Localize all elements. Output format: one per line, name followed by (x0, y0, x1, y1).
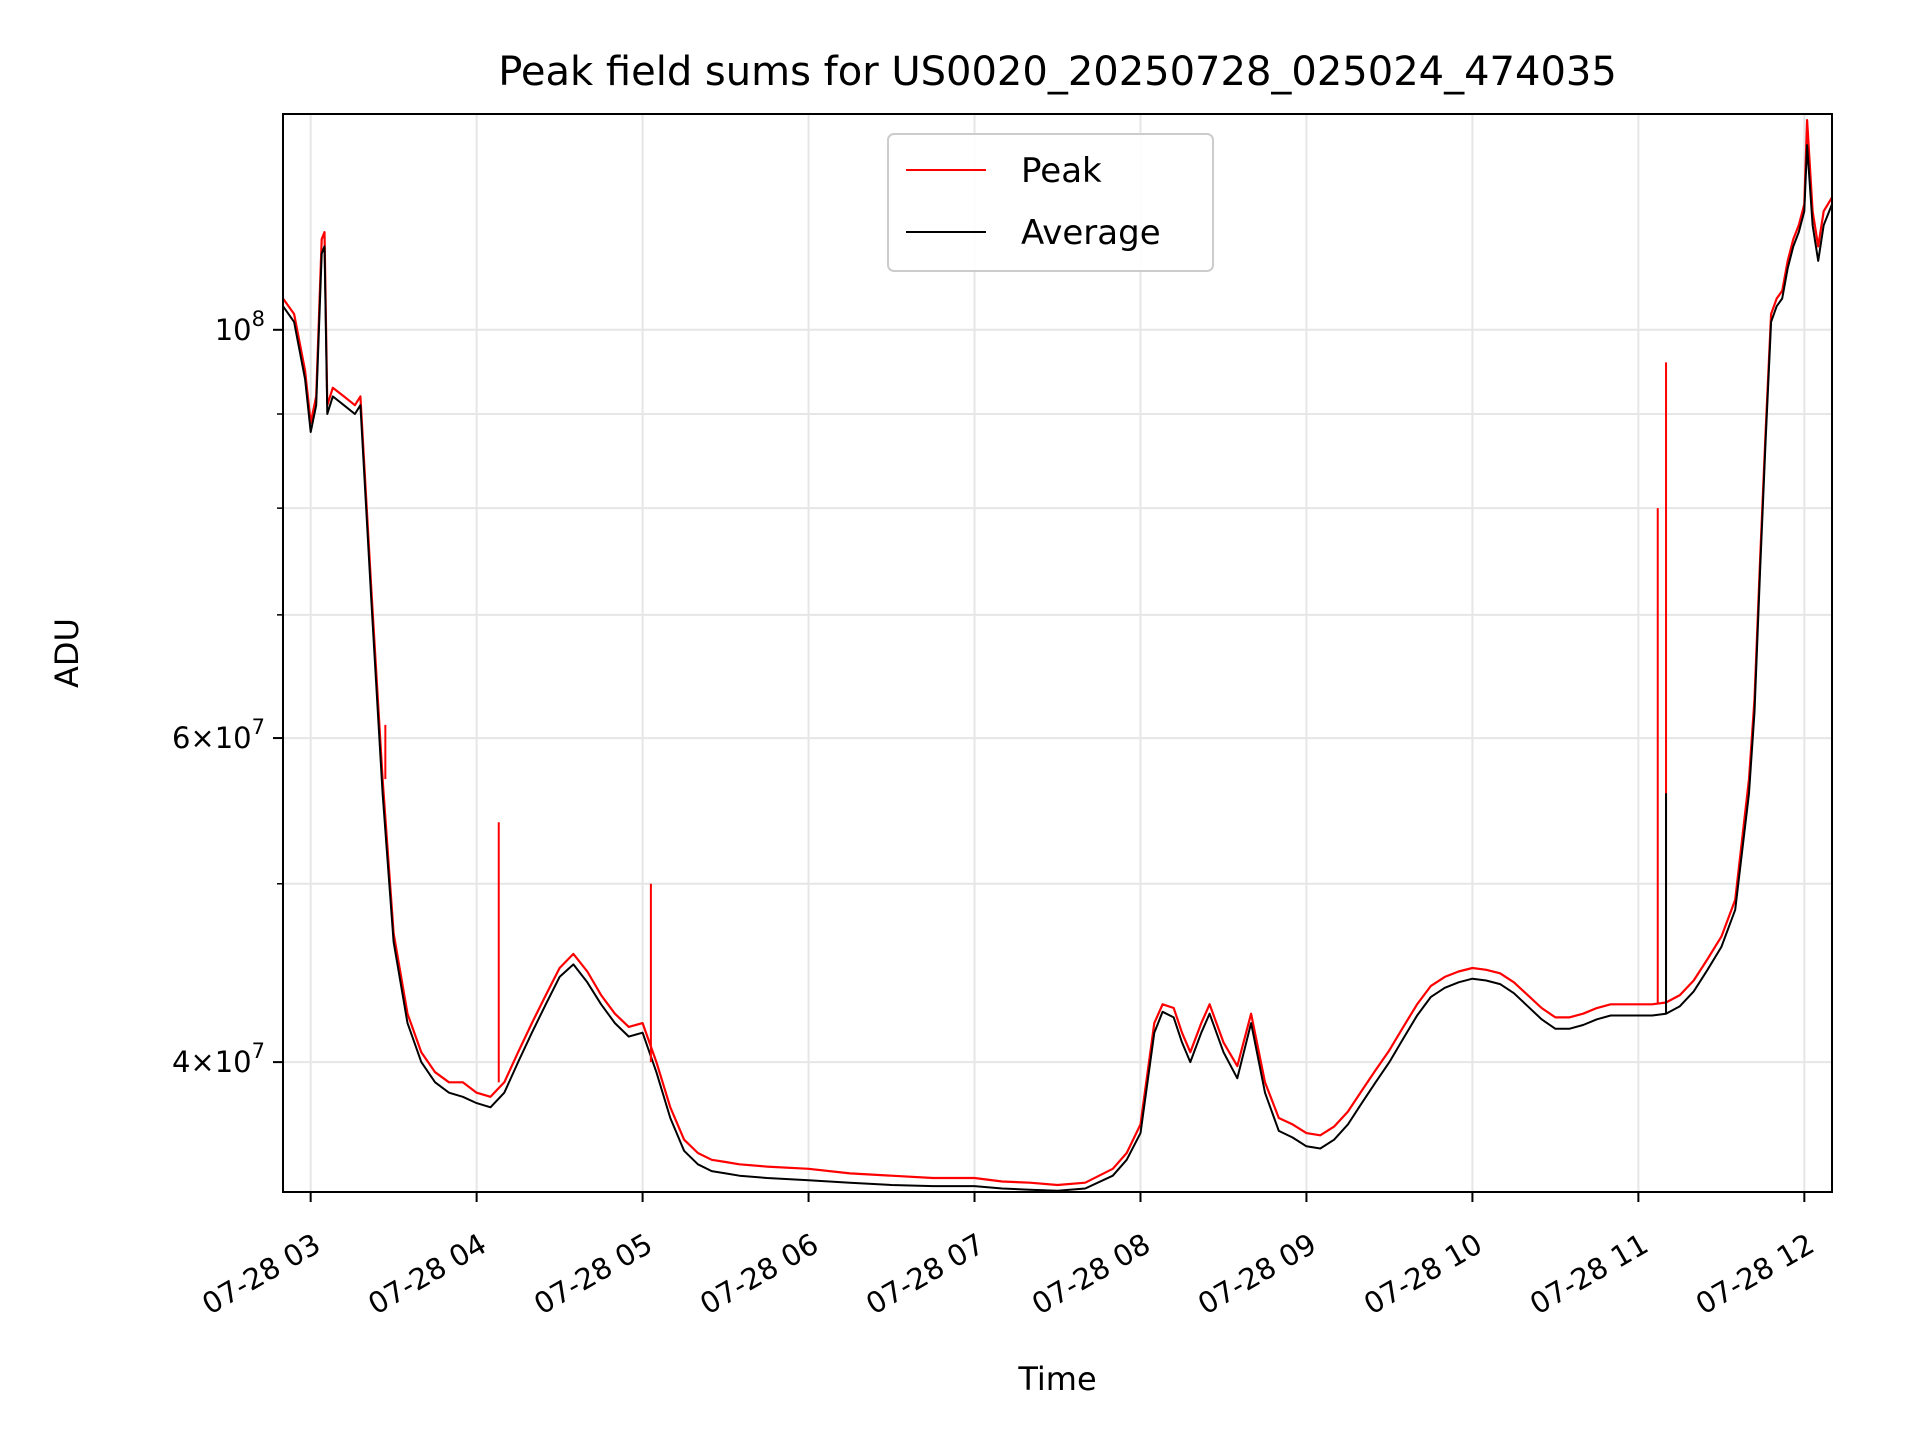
grid (283, 114, 1832, 1192)
y-axis-label: ADU (48, 618, 86, 688)
legend-box (887, 133, 1214, 272)
y-tick-label-mantissa: 4× (172, 1045, 215, 1079)
y-tick-label: 108 (215, 307, 265, 347)
legend: Peak Average (887, 133, 1214, 272)
legend-label-average: Average (1021, 213, 1161, 253)
series-line-average (283, 144, 1832, 1192)
legend-label-peak: Peak (1021, 151, 1102, 191)
y-tick-label-exponent: 7 (252, 715, 265, 739)
y-tick-label-exponent: 7 (252, 1039, 265, 1063)
chart-title: Peak field sums for US0020_20250728_0250… (498, 49, 1617, 95)
y-tick-label: 4×107 (172, 1039, 265, 1079)
x-axis-label: Time (1017, 1360, 1096, 1398)
y-tick-label-base: 10 (215, 1045, 252, 1079)
y-tick-label-mantissa: 6× (172, 721, 215, 755)
y-tick-label: 6×107 (172, 715, 265, 755)
y-tick-label-exponent: 8 (252, 307, 265, 331)
y-tick-label-base: 10 (215, 313, 252, 347)
series-layer (283, 119, 1832, 1192)
plot-area-frame (282, 113, 1833, 1193)
y-tick-label-base: 10 (215, 721, 252, 755)
series-line-peak (283, 119, 1832, 1187)
